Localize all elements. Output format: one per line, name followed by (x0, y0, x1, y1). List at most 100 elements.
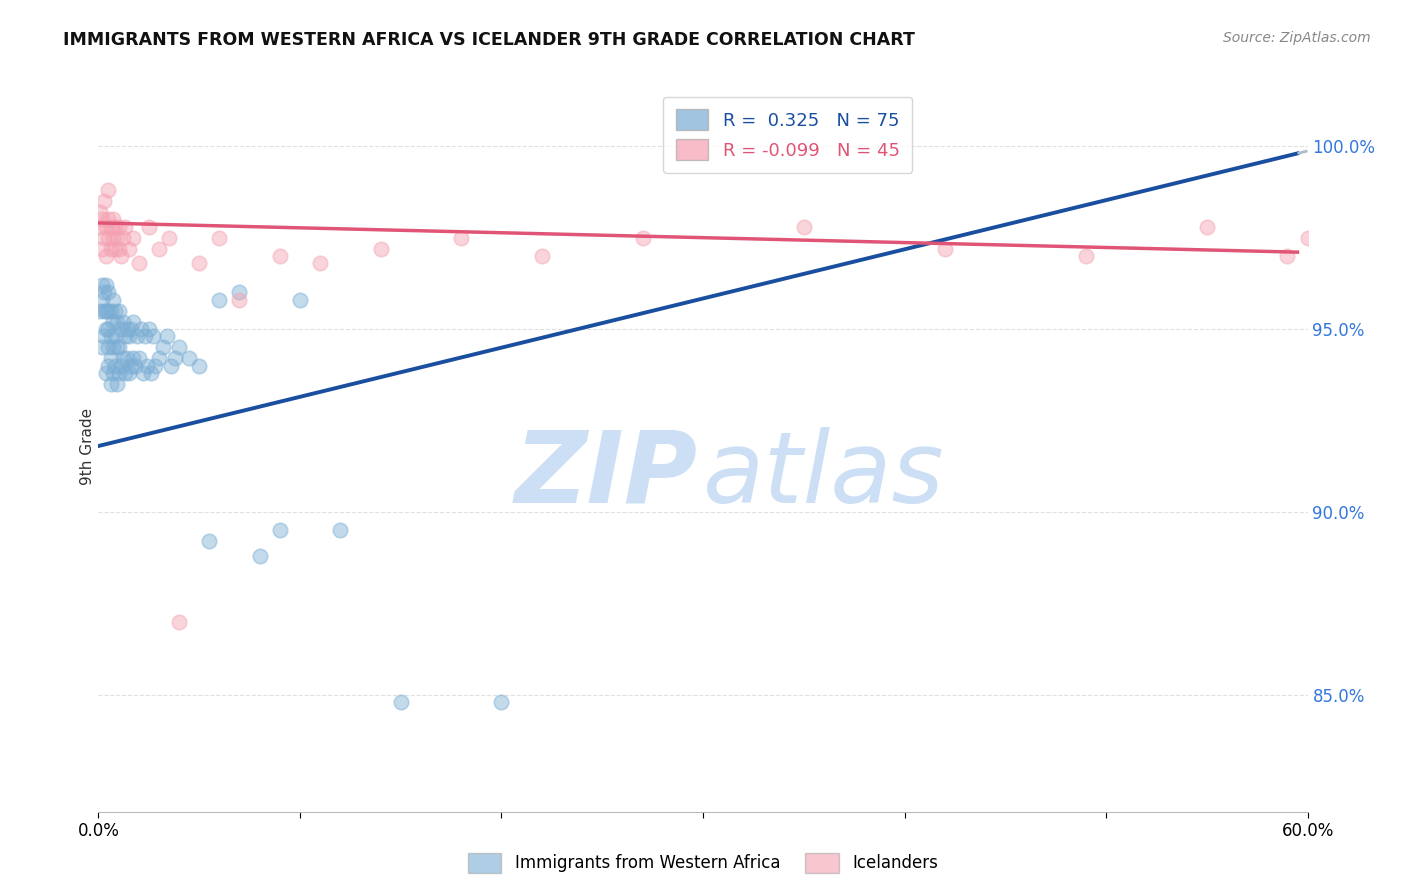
Point (132, 366, 155, 380)
Point (114, 219, 136, 234)
Point (152, 340, 174, 354)
Point (167, 340, 190, 354)
Point (97, 285, 120, 300)
Point (114, 329, 136, 343)
Y-axis label: 9th Grade: 9th Grade (80, 408, 94, 484)
Point (309, 256, 332, 270)
Point (228, 285, 250, 300)
Point (121, 230, 143, 244)
Text: Source: ZipAtlas.com: Source: ZipAtlas.com (1223, 31, 1371, 45)
Point (115, 351, 138, 366)
Point (491, 695, 513, 709)
Point (793, 219, 815, 234)
Point (97, 183, 120, 197)
Point (1277, 249, 1299, 263)
Point (121, 315, 143, 329)
Point (157, 230, 180, 244)
Point (118, 242, 141, 256)
Point (114, 366, 136, 380)
Point (100, 219, 122, 234)
Point (101, 293, 124, 307)
Point (934, 242, 956, 256)
Text: IMMIGRANTS FROM WESTERN AFRICA VS ICELANDER 9TH GRADE CORRELATION CHART: IMMIGRANTS FROM WESTERN AFRICA VS ICELAN… (63, 31, 915, 49)
Point (101, 212, 124, 227)
Point (100, 376, 122, 391)
Point (97, 322, 120, 336)
Legend: R =  0.325   N = 75, R = -0.099   N = 45: R = 0.325 N = 75, R = -0.099 N = 45 (664, 96, 912, 173)
Point (105, 315, 128, 329)
Point (107, 340, 129, 354)
Point (96, 219, 118, 234)
Text: atlas: atlas (703, 426, 945, 524)
Point (96, 322, 118, 336)
Point (128, 256, 150, 270)
Point (142, 329, 165, 343)
Point (100, 303, 122, 318)
Point (530, 249, 553, 263)
Point (139, 366, 162, 380)
Point (103, 303, 125, 318)
Point (97, 212, 120, 227)
Point (389, 695, 412, 709)
Point (97, 230, 120, 244)
Point (125, 329, 148, 343)
Point (91, 212, 114, 227)
Point (111, 230, 134, 244)
Point (91, 278, 114, 293)
Point (93, 194, 115, 208)
Point (91, 242, 114, 256)
Point (179, 351, 201, 366)
Point (97, 359, 120, 373)
Point (1296, 230, 1319, 244)
Point (135, 359, 157, 373)
Point (121, 351, 143, 366)
Point (103, 329, 125, 343)
Point (208, 230, 231, 244)
Point (93, 230, 115, 244)
Point (134, 329, 156, 343)
Point (101, 366, 124, 380)
Point (129, 322, 152, 336)
Point (107, 303, 129, 318)
Point (288, 293, 311, 307)
Point (198, 534, 221, 549)
Point (107, 366, 129, 380)
Point (188, 359, 211, 373)
Point (188, 256, 211, 270)
Point (101, 315, 124, 329)
Point (111, 315, 134, 329)
Point (91, 340, 114, 354)
Point (103, 242, 125, 256)
Point (450, 230, 472, 244)
Point (96, 249, 118, 263)
Point (110, 249, 132, 263)
Point (111, 351, 134, 366)
Point (105, 230, 128, 244)
Point (97, 340, 120, 354)
Point (329, 523, 352, 537)
Point (120, 322, 142, 336)
Point (1195, 219, 1218, 234)
Point (269, 523, 291, 537)
Point (103, 219, 125, 234)
Point (93, 303, 115, 318)
Point (110, 359, 132, 373)
Point (143, 359, 166, 373)
Point (249, 549, 271, 563)
Point (101, 230, 124, 244)
Point (93, 285, 115, 300)
Point (228, 293, 250, 307)
Point (105, 340, 128, 354)
Point (101, 340, 124, 354)
Point (118, 329, 141, 343)
Point (103, 359, 125, 373)
Point (96, 303, 118, 318)
Point (208, 293, 231, 307)
Point (1074, 249, 1097, 263)
Point (148, 242, 170, 256)
Point (138, 219, 160, 234)
Point (105, 376, 128, 391)
Point (138, 322, 160, 336)
Point (370, 242, 392, 256)
Point (107, 219, 129, 234)
